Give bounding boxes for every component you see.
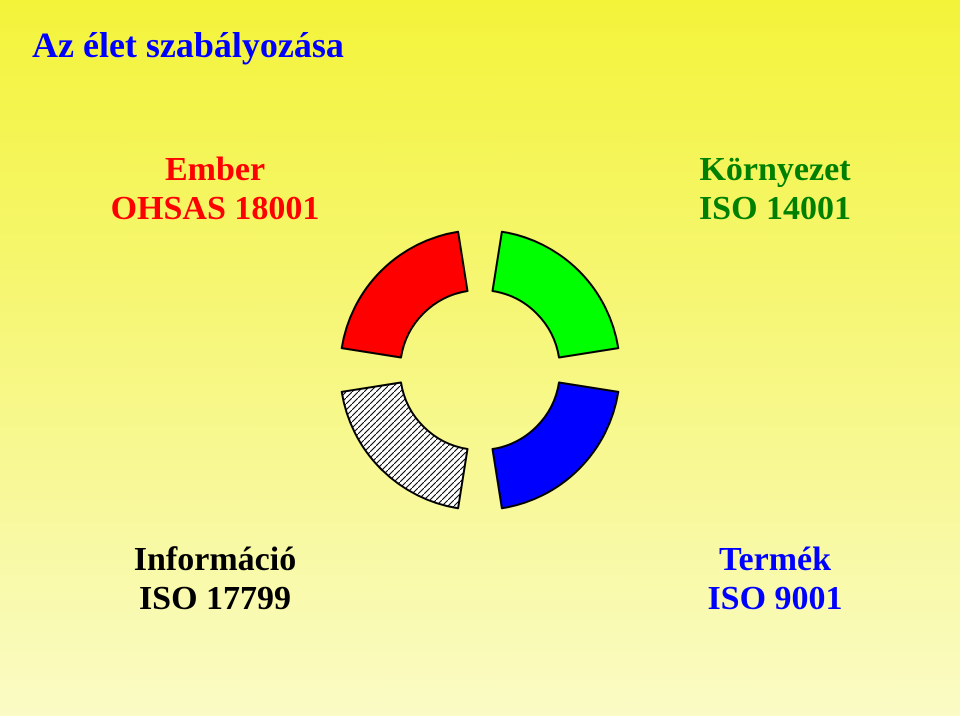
label-kornyezet-line1: Környezet: [660, 150, 890, 189]
ring-segment-informacio: [342, 383, 468, 509]
label-ember-line2: OHSAS 18001: [100, 189, 330, 228]
label-termek: Termék ISO 9001: [660, 540, 890, 618]
label-ember: Ember OHSAS 18001: [100, 150, 330, 228]
label-termek-line1: Termék: [660, 540, 890, 579]
slide: Az élet szabályozása Ember OHSAS 18001 K…: [0, 0, 960, 716]
ring-segment-kornyezet: [493, 232, 619, 358]
label-termek-line2: ISO 9001: [660, 579, 890, 618]
page-title: Az élet szabályozása: [32, 24, 344, 66]
label-informacio: Információ ISO 17799: [100, 540, 330, 618]
label-informacio-line1: Információ: [100, 540, 330, 579]
ring-segment-termek: [493, 383, 619, 509]
label-informacio-line2: ISO 17799: [100, 579, 330, 618]
label-kornyezet-line2: ISO 14001: [660, 189, 890, 228]
label-kornyezet: Környezet ISO 14001: [660, 150, 890, 228]
ring-segment-ember: [342, 232, 468, 358]
label-ember-line1: Ember: [100, 150, 330, 189]
ring-diagram: [334, 224, 626, 516]
